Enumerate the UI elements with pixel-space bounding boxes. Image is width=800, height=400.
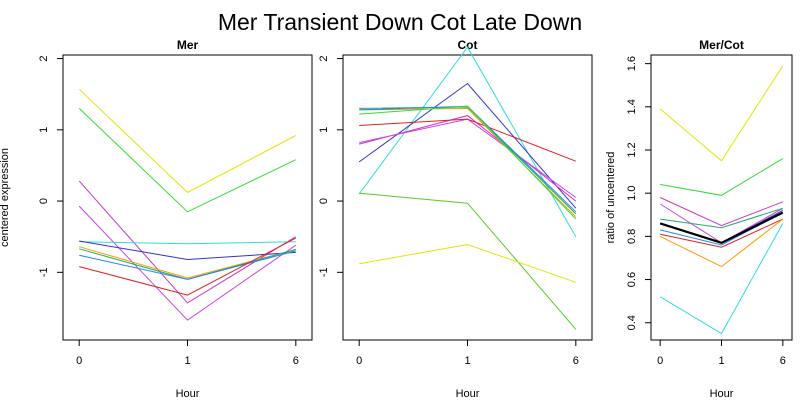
y-tick-label: -1 [318, 267, 330, 277]
x-tick-label: 0 [356, 355, 362, 367]
series-line-1 [358, 82, 577, 209]
x-tick-label: 0 [76, 355, 82, 367]
y-tick-label: 0 [318, 198, 330, 204]
x-axis-label: Hour [176, 388, 200, 400]
series-line-8 [79, 250, 296, 280]
series-line-10 [659, 211, 784, 244]
plot-frame [650, 54, 793, 341]
series-line-1 [660, 158, 784, 196]
series-line-5 [359, 107, 577, 218]
series-line-9 [659, 223, 784, 335]
panel-2: Mer/Cot 0 1 6 0.4 0.6 0.8 1.0 1.2 1.4 1.6 Hour ratio… [605, 38, 793, 400]
series-line-8 [659, 218, 784, 268]
series-line-9 [79, 237, 297, 296]
series-line-4 [359, 118, 576, 162]
series-line-0 [78, 88, 297, 194]
series-line-2 [359, 115, 577, 202]
y-tick-label: -1 [38, 267, 50, 277]
series-line-8 [359, 105, 577, 220]
y-tick-label: 2 [318, 56, 330, 62]
panel-title: Mer [177, 38, 199, 52]
series-line-1 [78, 108, 297, 213]
plot-frame [62, 54, 313, 341]
series-line-6 [359, 106, 577, 215]
y-tick-label: 1.0 [626, 186, 638, 201]
x-axis-label: Hour [710, 388, 734, 400]
panel-0: Mer 0 1 6 -1 0 1 2 Hour centered expression [0, 38, 313, 400]
y-tick-label: 1.2 [626, 142, 638, 157]
x-tick-label: 6 [780, 355, 786, 367]
series-line-9 [359, 192, 577, 330]
y-tick-label: 1.6 [626, 56, 638, 71]
series-line-5 [79, 240, 296, 261]
panels: Mer 0 1 6 -1 0 1 2 Hour centered expression Cot 0 1 6… [0, 38, 793, 400]
x-tick-label: 1 [184, 355, 190, 367]
series-line-4 [660, 207, 783, 229]
series-line-7 [660, 218, 784, 248]
x-tick-label: 6 [573, 355, 579, 367]
y-axis-label: centered expression [0, 148, 11, 247]
y-tick-label: 0 [38, 198, 50, 204]
series-line-0 [358, 46, 577, 237]
x-tick-label: 0 [657, 355, 663, 367]
x-tick-label: 1 [464, 355, 470, 367]
series-line-4 [79, 241, 296, 245]
x-tick-label: 6 [293, 355, 299, 367]
x-tick-label: 1 [718, 355, 724, 367]
y-tick-label: 1 [318, 127, 330, 133]
series-line-2 [659, 197, 783, 227]
panel-title: Cot [458, 38, 478, 52]
y-tick-label: 1 [38, 127, 50, 133]
series-line-0 [659, 65, 784, 162]
y-axis-label: ratio of uncentered [605, 152, 617, 244]
y-tick-label: 0.8 [626, 229, 638, 244]
series-line-10 [359, 243, 576, 283]
series-line-3 [659, 203, 784, 244]
y-tick-label: 0.6 [626, 272, 638, 287]
panel-title: Mer/Cot [699, 38, 744, 52]
y-tick-label: 0.4 [626, 315, 638, 330]
y-tick-label: 2 [38, 56, 50, 62]
y-tick-label: 1.4 [626, 99, 638, 114]
panel-1: Cot 0 1 6 -1 0 1 2 Hour [318, 38, 593, 400]
x-axis-label: Hour [456, 388, 480, 400]
series-line-3 [78, 205, 297, 321]
figure-title: Mer Transient Down Cot Late Down [218, 9, 582, 35]
